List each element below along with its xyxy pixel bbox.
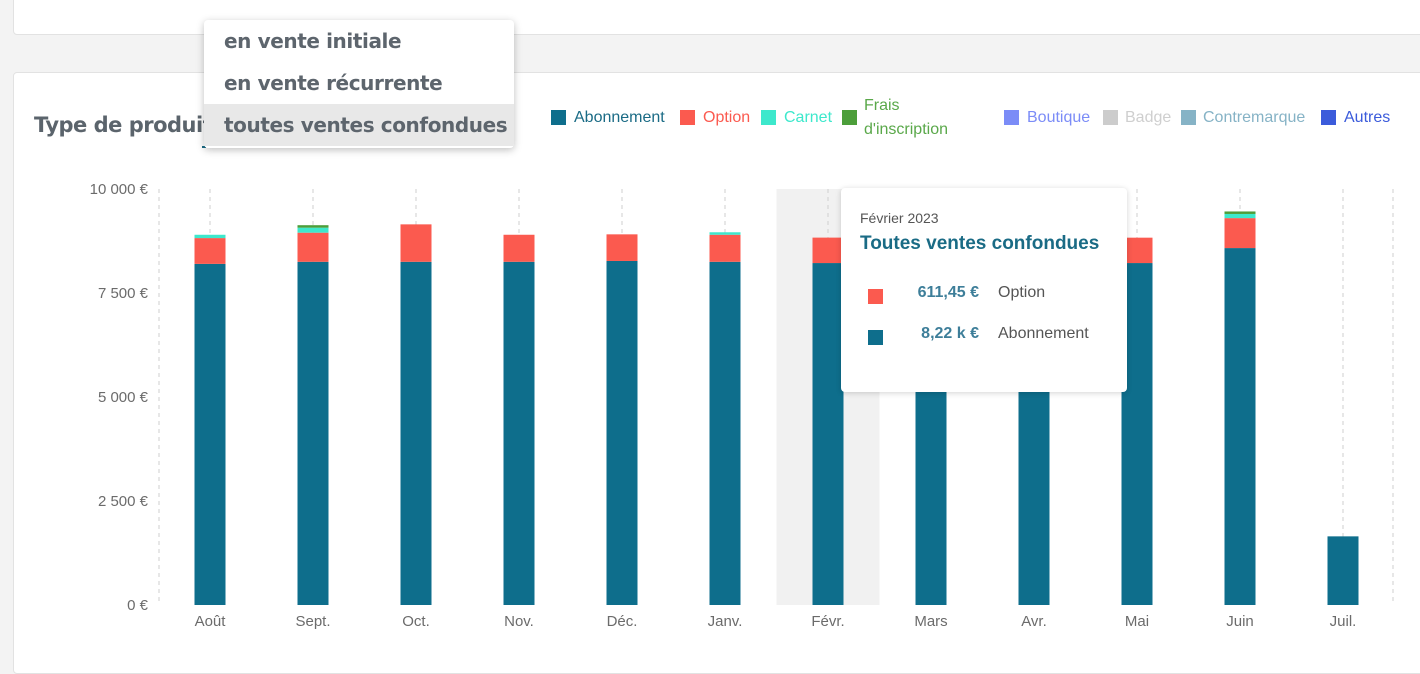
bar-segment xyxy=(503,261,535,605)
x-tick-label: Févr. xyxy=(811,613,844,630)
bar-segment xyxy=(194,263,226,605)
tooltip-series-name: Option xyxy=(998,284,1046,301)
legend-swatch xyxy=(761,110,776,125)
bar-segment xyxy=(812,263,844,605)
bar-segment xyxy=(297,227,329,233)
tooltip-row-option: 611,45 € Option xyxy=(841,282,1127,306)
bar-segment xyxy=(400,224,432,262)
legend-swatch xyxy=(1181,110,1196,125)
title-underline xyxy=(202,146,206,148)
x-tick-label: Nov. xyxy=(504,613,534,630)
section-title: Type de produit xyxy=(34,113,213,137)
legend-swatch xyxy=(680,110,695,125)
x-tick-label: Déc. xyxy=(607,613,638,630)
y-tick-label: 7 500 € xyxy=(98,285,149,302)
legend-label: Frais d'inscription xyxy=(864,97,948,138)
legend-label: Contremarque xyxy=(1203,109,1306,126)
bar-segment xyxy=(194,234,226,239)
y-tick-label: 10 000 € xyxy=(90,181,149,198)
bar-segment xyxy=(1224,211,1256,214)
bar-segment xyxy=(1327,536,1359,605)
x-tick-label: Mai xyxy=(1125,613,1149,630)
bar-segment xyxy=(297,225,329,228)
x-tick-label: Juin xyxy=(1226,613,1254,630)
tooltip-value: 611,45 € xyxy=(917,284,979,301)
x-tick-label: Janv. xyxy=(708,613,743,630)
dropdown-option-initial-sales[interactable]: en vente initiale xyxy=(224,29,402,53)
y-tick-label: 5 000 € xyxy=(98,389,149,406)
dropdown-option-all-sales[interactable]: toutes ventes confondues xyxy=(204,104,514,146)
bar-segment xyxy=(297,232,329,262)
x-tick-label: Sept. xyxy=(295,613,330,630)
bar-segment xyxy=(812,237,844,264)
bar-segment xyxy=(606,234,638,261)
y-tick-label: 2 500 € xyxy=(98,493,149,510)
x-tick-label: Mars xyxy=(914,613,947,630)
x-tick-label: Avr. xyxy=(1021,613,1047,630)
tooltip-date: Février 2023 xyxy=(860,210,939,226)
x-tick-label: Août xyxy=(195,613,227,630)
legend-swatch xyxy=(1321,110,1336,125)
legend-label: Option xyxy=(703,109,751,126)
bar-segment xyxy=(1224,248,1256,605)
bar-segment xyxy=(400,261,432,605)
tooltip-row-abonnement: 8,22 k € Abonnement xyxy=(841,323,1127,347)
chart-tooltip: Février 2023 Toutes ventes confondues 61… xyxy=(841,188,1127,392)
dropdown-option-recurring-sales[interactable]: en vente récurrente xyxy=(224,71,443,95)
bar-segment xyxy=(1224,213,1256,219)
bar-segment xyxy=(503,234,535,262)
bar-segment xyxy=(709,261,741,605)
bar-segment xyxy=(709,234,741,262)
legend-label: Autres xyxy=(1344,109,1391,126)
legend-swatch xyxy=(1103,110,1118,125)
legend-swatch xyxy=(842,110,857,125)
bar-segment xyxy=(709,232,741,235)
tooltip-title: Toutes ventes confondues xyxy=(860,233,1100,254)
x-tick-label: Oct. xyxy=(402,613,430,630)
legend-swatch xyxy=(551,110,566,125)
legend-label: Badge xyxy=(1125,109,1172,126)
tooltip-swatch xyxy=(868,330,883,345)
tooltip-value: 8,22 k € xyxy=(921,325,979,342)
legend-label: Abonnement xyxy=(574,109,665,126)
tooltip-series-name: Abonnement xyxy=(998,325,1089,342)
tooltip-swatch xyxy=(868,289,883,304)
y-tick-label: 0 € xyxy=(127,597,149,614)
x-tick-label: Juil. xyxy=(1330,613,1357,630)
bar-segment xyxy=(297,261,329,605)
legend-label: Carnet xyxy=(784,109,833,126)
legend-label: Boutique xyxy=(1027,109,1091,126)
bar-segment xyxy=(1224,218,1256,249)
legend-swatch xyxy=(1004,110,1019,125)
bar-segment xyxy=(194,238,226,264)
bar-segment xyxy=(606,260,638,605)
sales-type-dropdown[interactable]: en vente initiale en vente récurrente to… xyxy=(204,20,514,148)
stacked-bar-chart: 0 € 2 500 € 5 000 € 7 500 € 10 000 € Août Sept… xyxy=(90,181,1394,630)
